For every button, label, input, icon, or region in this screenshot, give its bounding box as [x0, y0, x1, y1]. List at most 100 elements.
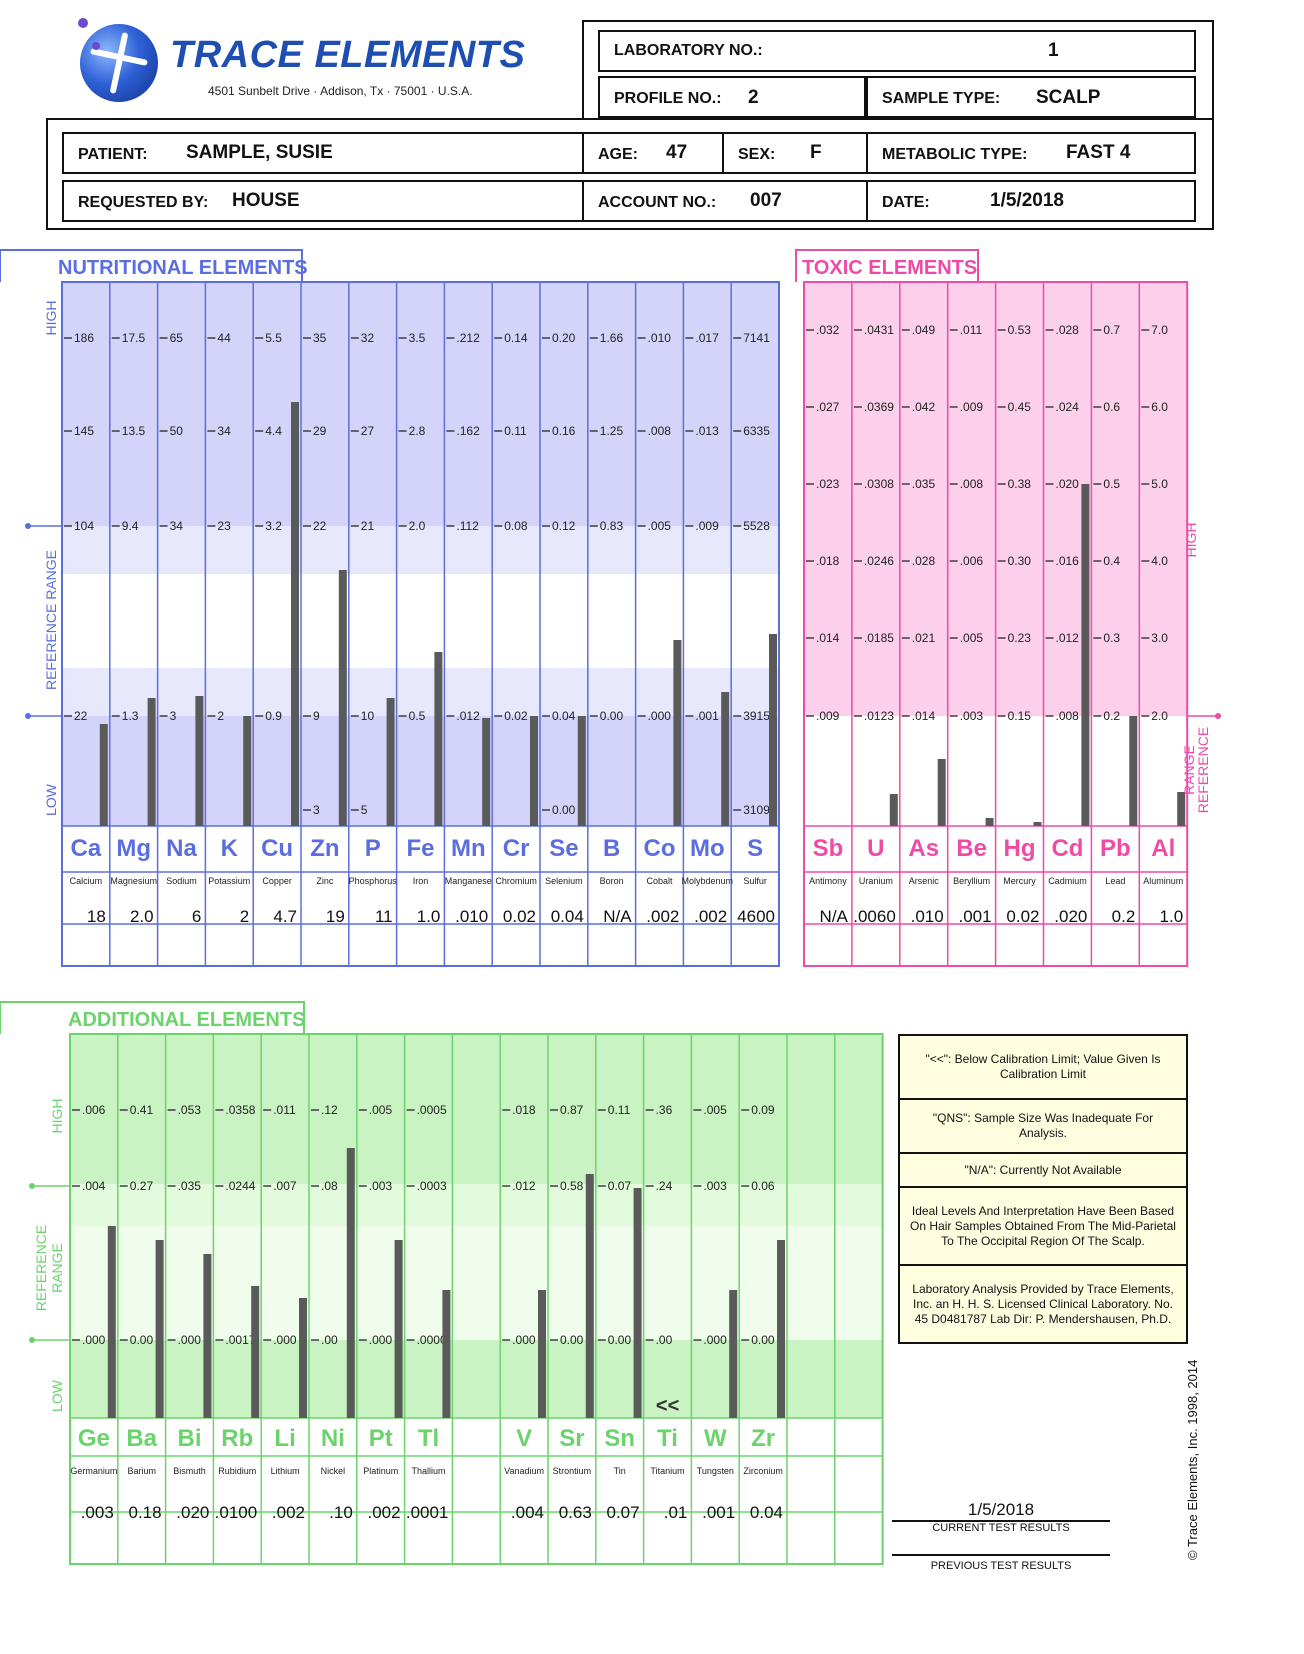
sex-label: SEX:	[738, 146, 776, 163]
reference-dot-icon	[25, 523, 31, 529]
result-value: .020	[176, 1503, 209, 1522]
result-value: 0.02	[503, 907, 536, 926]
current-results-label: CURRENT TEST RESULTS	[932, 1522, 1070, 1534]
tick-label: .24	[656, 1179, 673, 1193]
axis-label-reference: REFERENCE	[33, 1225, 49, 1311]
tick-label: .0246	[864, 554, 894, 568]
element-name: Beryllium	[953, 876, 990, 886]
result-value: 0.63	[559, 1503, 592, 1522]
result-bar	[585, 1174, 594, 1418]
element-name: Vanadium	[504, 1466, 544, 1476]
tick-label: 0.15	[1008, 709, 1032, 723]
age-box: AGE: 47	[582, 132, 724, 174]
element-symbol: Zr	[751, 1425, 775, 1452]
tick-label: .005	[960, 631, 984, 645]
element-symbol: As	[908, 835, 939, 862]
reference-dot-icon	[29, 1337, 35, 1343]
result-bar	[251, 1286, 260, 1418]
lab-no-value: 1	[1048, 40, 1059, 61]
element-symbol: Cd	[1051, 835, 1083, 862]
element-name: Thallium	[411, 1466, 445, 1476]
tick-label: .08	[321, 1179, 338, 1193]
profile-no-label: PROFILE NO.:	[614, 90, 722, 107]
element-symbol: Al	[1151, 835, 1175, 862]
tick-label: 0.07	[608, 1179, 632, 1193]
result-bar	[346, 1148, 355, 1418]
requested-by-value: HOUSE	[232, 190, 300, 211]
tick-label: 0.5	[409, 709, 426, 723]
result-bar	[729, 1290, 738, 1418]
result-bar	[633, 1188, 642, 1418]
result-bar	[538, 1290, 546, 1418]
element-symbol: P	[365, 835, 381, 862]
tick-label: .017	[695, 331, 719, 345]
element-name: Copper	[262, 876, 292, 886]
element-symbol: Li	[274, 1425, 295, 1452]
lab-no-box: LABORATORY NO.: 1	[598, 30, 1196, 72]
element-symbol: K	[221, 835, 239, 862]
reference-dot-icon	[1215, 713, 1221, 719]
result-value: 2	[240, 907, 249, 926]
sex-box: SEX: F	[722, 132, 868, 174]
company-name: TRACE ELEMENTS	[170, 34, 526, 76]
result-bar	[203, 1254, 212, 1418]
section-title: NUTRITIONAL ELEMENTS	[58, 257, 308, 279]
tick-label: .0308	[864, 477, 894, 491]
tick-label: 0.12	[552, 519, 576, 533]
sample-type-label: SAMPLE TYPE:	[882, 90, 1001, 107]
tick-label: 0.00	[560, 1333, 584, 1347]
tick-label: .028	[912, 554, 936, 568]
panel-frame	[61, 281, 780, 967]
reference-band	[70, 1034, 883, 1184]
lab-no-label: LABORATORY NO.:	[614, 42, 763, 59]
tick-label: 0.02	[504, 709, 528, 723]
legend-box: "<<": Below Calibration Limit; Value Giv…	[898, 1034, 1188, 1344]
axis-label-range: RANGE	[1181, 745, 1197, 795]
element-symbol: Sb	[813, 835, 844, 862]
tick-label: 0.7	[1103, 323, 1120, 337]
result-bar	[107, 1226, 116, 1418]
result-value: .10	[329, 1503, 353, 1522]
tick-label: 0.00	[751, 1333, 775, 1347]
result-value: 4600	[737, 907, 775, 926]
metabolic-type-label: METABOLIC TYPE:	[882, 146, 1028, 163]
element-symbol: Bi	[178, 1425, 202, 1452]
tick-label: .010	[648, 331, 672, 345]
result-value: .002	[368, 1503, 401, 1522]
element-name: Rubidium	[218, 1466, 256, 1476]
result-value: 0.2	[1112, 907, 1136, 926]
element-symbol: Fe	[406, 835, 434, 862]
element-name: Tin	[614, 1466, 626, 1476]
tick-label: 29	[313, 424, 327, 438]
tick-label: .0005	[417, 1103, 447, 1117]
element-symbol: Sr	[559, 1425, 584, 1452]
section-title: ADDITIONAL ELEMENTS	[68, 1009, 305, 1031]
tick-label: .006	[82, 1103, 106, 1117]
element-symbol: Rb	[221, 1425, 253, 1452]
tick-label: .000	[178, 1333, 202, 1347]
result-value: .003	[81, 1503, 114, 1522]
account-no-label: ACCOUNT NO.:	[598, 194, 717, 211]
result-bar	[442, 1290, 451, 1418]
tick-label: .020	[1056, 477, 1080, 491]
result-value: .002	[646, 907, 679, 926]
tick-label: 0.41	[130, 1103, 154, 1117]
tick-label: .000	[703, 1333, 727, 1347]
result-value: 19	[326, 907, 345, 926]
tick-label: .003	[369, 1179, 393, 1193]
tick-label: 3.0	[1151, 631, 1168, 645]
reference-band	[62, 526, 779, 574]
tick-label: .008	[1056, 709, 1080, 723]
tick-label: 0.45	[1008, 400, 1032, 414]
tick-label: 0.2	[1103, 709, 1120, 723]
tick-label: .014	[816, 631, 840, 645]
element-symbol: W	[704, 1425, 727, 1452]
tick-label: .042	[912, 400, 936, 414]
tick-label: .007	[273, 1179, 297, 1193]
element-name: Germanium	[70, 1466, 117, 1476]
element-symbol: Cr	[503, 835, 530, 862]
tick-label: 104	[74, 519, 94, 533]
company-logo: TRACE ELEMENTS 4501 Sunbelt Drive · Addi…	[72, 12, 525, 112]
element-name: Titanium	[650, 1466, 684, 1476]
